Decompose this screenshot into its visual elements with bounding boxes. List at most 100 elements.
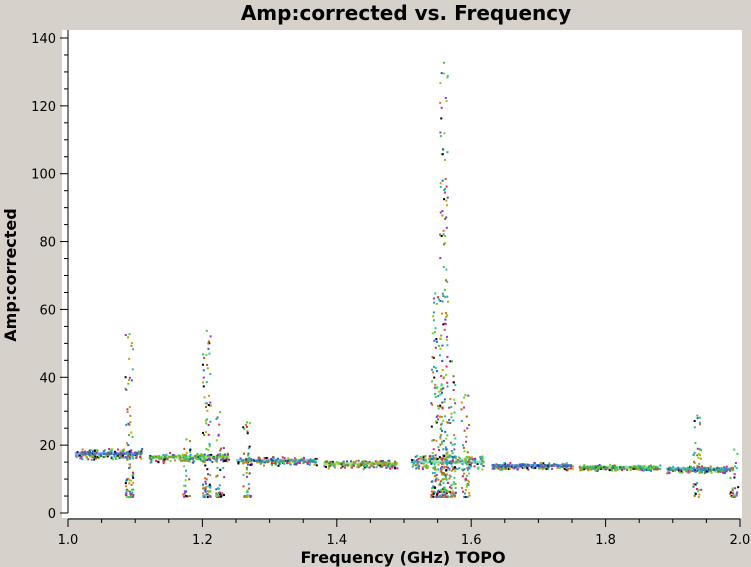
- data-point: [454, 487, 457, 490]
- data-point: [207, 473, 210, 476]
- data-point: [446, 456, 449, 459]
- data-point: [205, 402, 208, 405]
- data-point: [436, 370, 439, 373]
- data-point: [463, 468, 466, 471]
- data-point: [437, 463, 440, 466]
- data-point: [443, 487, 446, 490]
- data-point: [435, 340, 438, 343]
- data-point: [369, 465, 372, 468]
- data-point: [169, 452, 172, 455]
- data-point: [335, 461, 338, 464]
- data-point: [458, 457, 461, 460]
- data-point: [278, 462, 281, 465]
- data-point: [659, 464, 662, 467]
- data-point: [427, 457, 430, 460]
- data-point: [157, 460, 160, 463]
- data-point: [733, 473, 736, 476]
- data-point: [445, 365, 448, 368]
- data-point: [453, 455, 456, 458]
- data-point: [183, 484, 186, 487]
- data-point: [440, 388, 443, 391]
- data-point: [439, 131, 442, 134]
- data-point: [456, 468, 459, 471]
- data-point: [128, 456, 131, 459]
- data-point: [204, 488, 207, 491]
- data-point: [454, 483, 457, 486]
- data-point: [450, 416, 453, 419]
- data-point: [692, 483, 695, 486]
- data-point: [137, 450, 140, 453]
- data-point: [445, 492, 448, 495]
- data-point: [127, 434, 130, 437]
- data-point: [132, 471, 135, 474]
- data-point: [188, 478, 191, 481]
- data-point: [264, 461, 267, 464]
- data-point: [452, 419, 455, 422]
- data-point: [481, 455, 484, 458]
- data-point: [128, 423, 131, 426]
- data-point: [447, 495, 450, 498]
- data-point: [342, 460, 345, 463]
- data-point: [394, 467, 397, 470]
- data-point: [323, 465, 326, 468]
- data-point: [352, 461, 355, 464]
- data-point: [444, 158, 447, 161]
- data-point: [450, 449, 453, 452]
- data-point: [434, 458, 437, 461]
- data-point: [131, 491, 134, 494]
- data-point: [479, 458, 482, 461]
- data-point: [246, 494, 249, 497]
- data-point: [356, 465, 359, 468]
- data-point: [443, 189, 446, 192]
- data-point: [432, 448, 435, 451]
- data-point: [127, 382, 130, 385]
- data-point: [122, 448, 125, 451]
- data-point: [698, 421, 701, 424]
- data-point: [440, 490, 443, 493]
- data-spike: [729, 448, 740, 498]
- data-point: [692, 470, 695, 473]
- data-point: [430, 402, 433, 405]
- data-point: [223, 459, 226, 462]
- data-point: [466, 427, 469, 430]
- data-point: [698, 471, 701, 474]
- data-point: [443, 495, 446, 498]
- data-point: [516, 468, 519, 471]
- data-point: [462, 406, 465, 409]
- data-point: [432, 467, 435, 470]
- data-point: [444, 187, 447, 190]
- data-point: [460, 401, 463, 404]
- data-point: [306, 462, 309, 465]
- data-point: [75, 456, 78, 459]
- data-point: [346, 460, 349, 463]
- data-point: [446, 335, 449, 338]
- data-point: [89, 449, 92, 452]
- data-point: [378, 464, 381, 467]
- data-point: [465, 474, 468, 477]
- data-point: [442, 419, 445, 422]
- data-point: [95, 449, 98, 452]
- data-point: [128, 406, 131, 409]
- data-point: [442, 323, 445, 326]
- data-point: [430, 425, 433, 428]
- data-point: [350, 465, 353, 468]
- data-point: [130, 493, 133, 496]
- data-point: [81, 448, 84, 451]
- data-point: [259, 457, 262, 460]
- data-point: [435, 338, 438, 341]
- data-point: [221, 492, 224, 495]
- data-point: [355, 459, 358, 462]
- data-point: [445, 470, 448, 473]
- data-point: [417, 457, 420, 460]
- data-point: [693, 419, 696, 422]
- data-point: [453, 434, 456, 437]
- data-point: [705, 470, 708, 473]
- data-point: [463, 472, 466, 475]
- data-point: [429, 458, 432, 461]
- data-point: [439, 186, 442, 189]
- data-point: [442, 72, 445, 75]
- data-point: [207, 342, 210, 345]
- data-point: [140, 457, 143, 460]
- data-point: [435, 439, 438, 442]
